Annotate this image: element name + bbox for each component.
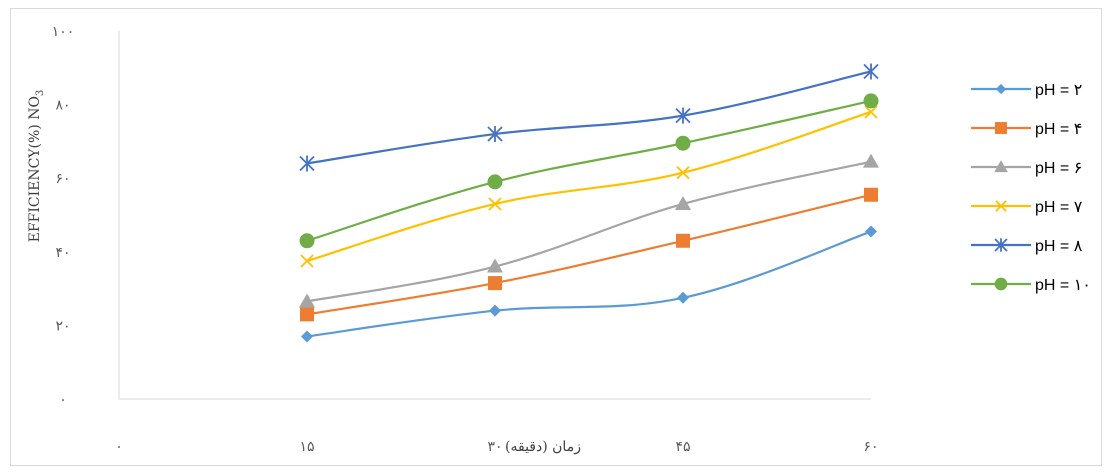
data-point bbox=[487, 126, 503, 143]
x-axis-title: زمان (دقیقه) bbox=[505, 439, 581, 455]
series-line bbox=[306, 110, 872, 263]
series-line bbox=[306, 160, 872, 303]
series-5 bbox=[299, 93, 879, 249]
legend-item: pH = ۲ bbox=[971, 82, 1082, 99]
y-tick-label: ۰ bbox=[59, 392, 67, 408]
data-point bbox=[300, 254, 314, 268]
legend-item: pH = ۷ bbox=[971, 199, 1083, 216]
series-3 bbox=[300, 105, 878, 268]
legend-marker bbox=[994, 277, 1008, 291]
series-2 bbox=[299, 153, 879, 308]
data-point bbox=[300, 307, 314, 322]
data-point bbox=[489, 304, 501, 317]
data-point bbox=[301, 330, 313, 343]
line-chart: ۰ ۲۰ ۴۰ ۶۰ ۸۰ ۱۰۰ ۰ ۱۵ ۳۰ ۴۵ ۶۰ EFFICIENCY(%) NO3… bbox=[27, 24, 1091, 455]
data-point bbox=[299, 233, 315, 249]
y-tick-label: ۶۰ bbox=[55, 171, 70, 187]
legend-item: pH = ۴ bbox=[971, 121, 1082, 138]
y-tick-label: ۴۰ bbox=[55, 245, 70, 261]
data-point bbox=[863, 63, 879, 80]
x-tick-label: ۳۰ bbox=[487, 439, 502, 455]
legend-marker bbox=[995, 83, 1007, 95]
legend-item: pH = ۸ bbox=[971, 238, 1083, 255]
legend-label: pH = ۷ bbox=[1035, 199, 1083, 216]
data-point bbox=[865, 225, 877, 238]
legend-marker bbox=[995, 122, 1007, 134]
series-4 bbox=[299, 63, 879, 172]
legend: pH = ۲ pH = ۴ pH = ۶ pH = ۷ pH = ۸ pH = ۱۰ bbox=[971, 82, 1091, 294]
axes bbox=[118, 31, 871, 400]
data-point bbox=[299, 293, 315, 308]
series-layer bbox=[299, 63, 879, 343]
legend-marker bbox=[994, 160, 1008, 173]
data-point bbox=[864, 187, 878, 202]
legend-marker bbox=[994, 238, 1008, 252]
data-point bbox=[487, 174, 503, 190]
data-point bbox=[675, 135, 691, 151]
y-axis-title-subscript: 3 bbox=[35, 90, 46, 96]
y-tick-label: ۱۰۰ bbox=[52, 24, 75, 40]
legend-label: pH = ۶ bbox=[1035, 160, 1082, 177]
x-tick-label: ۴۵ bbox=[675, 439, 690, 455]
x-tick-label: ۶۰ bbox=[863, 439, 878, 455]
data-point bbox=[676, 233, 690, 248]
legend-label: pH = ۱۰ bbox=[1035, 277, 1091, 294]
legend-label: pH = ۲ bbox=[1035, 82, 1082, 99]
data-point bbox=[299, 155, 315, 172]
data-point bbox=[675, 195, 691, 210]
y-tick-labels: ۰ ۲۰ ۴۰ ۶۰ ۸۰ ۱۰۰ bbox=[52, 24, 75, 408]
series-line bbox=[306, 70, 872, 165]
y-tick-label: ۸۰ bbox=[55, 98, 70, 114]
series-0 bbox=[301, 225, 877, 343]
legend-label: pH = ۴ bbox=[1035, 121, 1082, 138]
data-point bbox=[676, 166, 690, 180]
y-axis-title: EFFICIENCY(%) NO3 bbox=[27, 90, 46, 243]
chart-frame: ۰ ۲۰ ۴۰ ۶۰ ۸۰ ۱۰۰ ۰ ۱۵ ۳۰ ۴۵ ۶۰ EFFICIENCY(%) NO3… bbox=[10, 8, 1102, 466]
data-point bbox=[487, 258, 503, 273]
legend-label: pH = ۸ bbox=[1035, 238, 1083, 255]
x-tick-label: ۰ bbox=[115, 439, 123, 455]
series-line bbox=[306, 230, 872, 338]
data-point bbox=[488, 197, 502, 211]
y-tick-label: ۲۰ bbox=[55, 318, 70, 334]
data-point bbox=[488, 276, 502, 291]
data-point bbox=[864, 105, 878, 119]
data-point bbox=[675, 107, 691, 124]
x-tick-label: ۱۵ bbox=[299, 439, 314, 455]
data-point bbox=[863, 153, 879, 168]
legend-marker bbox=[995, 200, 1007, 212]
data-point bbox=[863, 93, 879, 109]
legend-item: pH = ۶ bbox=[971, 160, 1082, 177]
series-line bbox=[306, 99, 872, 242]
series-1 bbox=[300, 187, 878, 322]
series-line bbox=[306, 193, 872, 316]
x-tick-labels: ۰ ۱۵ ۳۰ ۴۵ ۶۰ bbox=[115, 439, 878, 455]
data-point bbox=[677, 291, 689, 304]
legend-item: pH = ۱۰ bbox=[971, 277, 1091, 294]
